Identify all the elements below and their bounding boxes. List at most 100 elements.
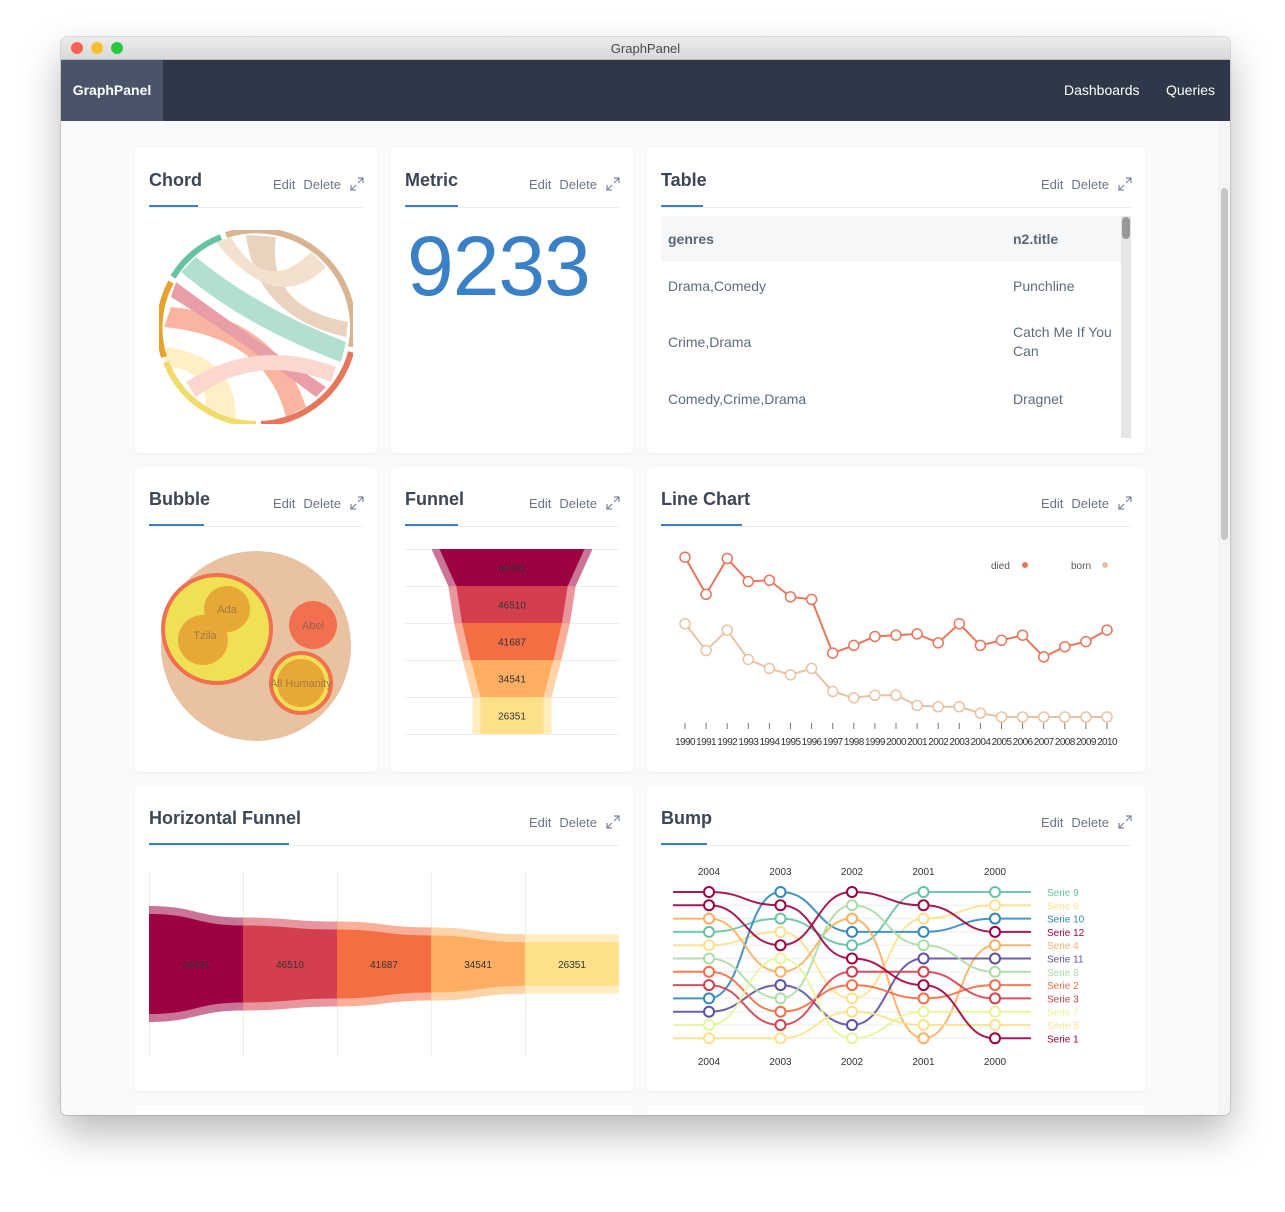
nav-queries-link[interactable]: Queries [1166, 82, 1216, 98]
bubble-label: Tzila [193, 630, 217, 642]
table-header-row: genres n2.title [661, 216, 1123, 262]
delete-button[interactable]: Delete [1071, 176, 1109, 192]
title-bar: GraphPanel [61, 37, 1230, 60]
edit-button[interactable]: Edit [1041, 495, 1064, 511]
bump-point [774, 1019, 787, 1031]
data-point [700, 588, 712, 601]
bump-point [989, 925, 1001, 938]
chord-arc [260, 351, 353, 424]
bump-point [703, 965, 715, 978]
delete-button[interactable]: Delete [559, 176, 597, 192]
bump-point [703, 1005, 715, 1018]
data-point [953, 617, 966, 630]
panel-chord: Chord Edit Delete [135, 148, 377, 453]
line-chart: 1990 1991 1992 1993 1994 1995 1996 1997 1998 1999… [675, 551, 1119, 748]
funnel-segment [470, 660, 554, 697]
funnel-segment [431, 935, 525, 993]
data-point [1080, 711, 1092, 723]
delete-button[interactable]: Delete [1071, 814, 1109, 830]
bump-line [673, 957, 1031, 1040]
table-scrollbar[interactable] [1121, 216, 1131, 438]
data-point [1016, 711, 1029, 723]
data-point [1016, 629, 1029, 641]
close-window-button[interactable] [71, 42, 83, 54]
expand-icon[interactable] [349, 495, 365, 511]
bubble-label: Abel [302, 620, 324, 632]
data-point [869, 689, 881, 702]
data-point [1059, 640, 1071, 653]
panel-title: Chord [149, 170, 202, 190]
data-point [826, 685, 839, 698]
bump-point [989, 979, 1001, 992]
bump-point [774, 965, 787, 978]
bump-point [989, 886, 1001, 898]
expand-icon[interactable] [1117, 176, 1133, 192]
bubble-ada [204, 586, 250, 632]
x-tick-label: 2000 [886, 737, 907, 748]
expand-icon[interactable] [605, 814, 621, 830]
maximize-window-button[interactable] [111, 42, 123, 54]
funnel-segment [439, 549, 585, 586]
nav-dashboards-link[interactable]: Dashboards [1064, 82, 1140, 98]
x-tick-label: 1992 [717, 737, 738, 748]
bump-point [846, 912, 858, 925]
scrollbar-thumb[interactable] [1221, 188, 1228, 540]
legend-marker [1022, 562, 1028, 568]
page-scrollbar[interactable] [1218, 121, 1230, 1115]
window-title: GraphPanel [610, 41, 681, 56]
bump-point [774, 912, 787, 925]
expand-icon[interactable] [349, 176, 365, 192]
panel-bubble: Bubble Edit Delete Ada Tzila Abel All Hu… [135, 467, 377, 772]
bump-point [917, 925, 930, 938]
chord-arc [159, 280, 174, 358]
edit-button[interactable]: Edit [529, 176, 552, 192]
edit-button[interactable]: Edit [529, 495, 552, 511]
column-header[interactable]: n2.title [1006, 216, 1123, 262]
x-tick-label: 1999 [865, 737, 886, 748]
panel-table: Table Edit Delete genres n2.title Drama,… [647, 148, 1145, 453]
series-label: Serie 3 [1047, 994, 1079, 1005]
bump-point [989, 952, 1001, 965]
bump-point [774, 1005, 787, 1018]
bump-point [774, 1032, 787, 1045]
edit-button[interactable]: Edit [529, 814, 552, 830]
bump-point [846, 886, 858, 898]
bump-line [673, 970, 1031, 1027]
minimize-window-button[interactable] [91, 42, 103, 54]
delete-button[interactable]: Delete [559, 814, 597, 830]
delete-button[interactable]: Delete [303, 176, 341, 192]
expand-icon[interactable] [605, 495, 621, 511]
expand-icon[interactable] [1117, 814, 1133, 830]
x-label-top: 2002 [841, 867, 864, 878]
delete-button[interactable]: Delete [1071, 495, 1109, 511]
panel-title: Horizontal Funnel [149, 808, 301, 828]
table-cell: Drama,Comedy [668, 277, 767, 294]
expand-icon[interactable] [1117, 495, 1133, 511]
bubble-label: Ada [217, 604, 237, 616]
series-label: Serie 2 [1047, 981, 1079, 992]
bump-point [846, 992, 858, 1005]
bump-point [703, 1019, 715, 1031]
edit-button[interactable]: Edit [1041, 176, 1064, 192]
bump-point [989, 1005, 1001, 1018]
panel-title: Funnel [405, 489, 464, 509]
edit-button[interactable]: Edit [273, 176, 296, 192]
funnel-value-label: 34541 [464, 960, 492, 971]
bump-point [917, 979, 930, 992]
data-point [1080, 635, 1092, 648]
table-row: Comedy,Crime,Drama Dragnet [661, 375, 1123, 423]
funnel-value-label: 60491 [182, 960, 210, 971]
bump-point [703, 886, 715, 898]
bump-point [703, 979, 715, 992]
funnel-value-label: 41687 [498, 638, 526, 649]
edit-button[interactable]: Edit [273, 495, 296, 511]
brand-link[interactable]: GraphPanel [61, 60, 163, 121]
column-header[interactable]: genres [661, 216, 1006, 262]
edit-button[interactable]: Edit [1041, 814, 1064, 830]
bubble-chart: Ada Tzila Abel All Humanity [161, 551, 351, 741]
data-point [700, 644, 712, 657]
expand-icon[interactable] [605, 176, 621, 192]
delete-button[interactable]: Delete [559, 495, 597, 511]
delete-button[interactable]: Delete [303, 495, 341, 511]
funnel-value-label: 26351 [498, 712, 526, 723]
